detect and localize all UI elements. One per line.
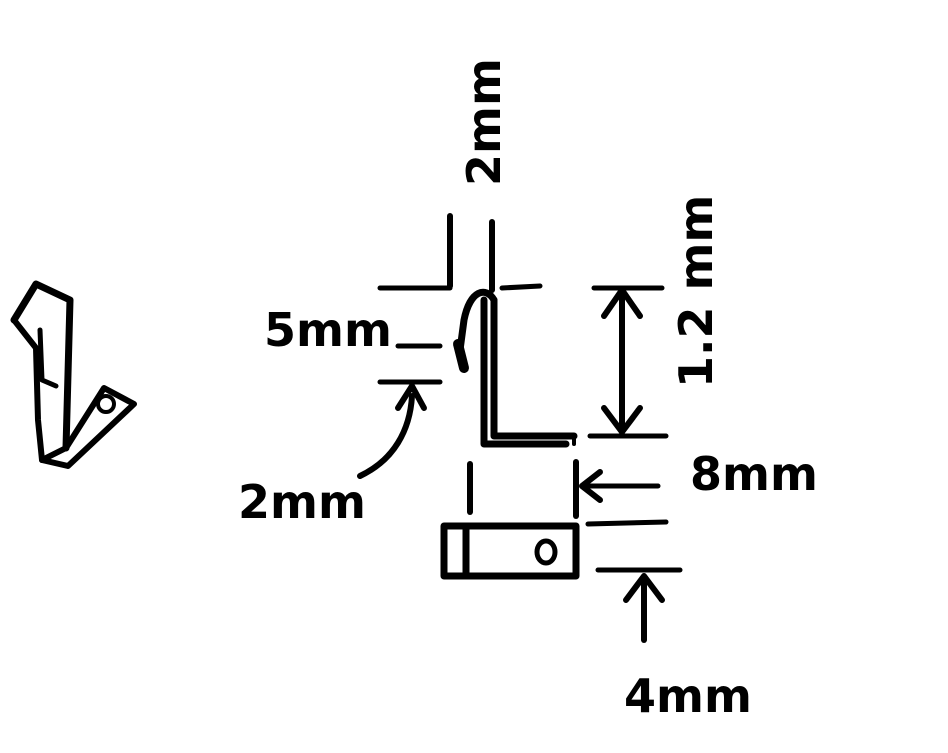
height-dimension — [587, 285, 669, 439]
bottom-plate — [440, 522, 580, 580]
hook-gap-leader — [357, 383, 427, 479]
hook-gap-label: 2mm — [238, 475, 366, 529]
top-thickness-extension-lines — [377, 213, 543, 293]
perspective-hole-icon — [96, 394, 116, 414]
bottom-width-dimension — [585, 519, 683, 643]
hook-length-dimension — [377, 343, 443, 385]
top-thickness-label: 2mm — [457, 58, 511, 186]
height-label: 1.2 mm — [669, 195, 723, 388]
base-length-label: 8mm — [690, 447, 818, 501]
hook-length-label: 5mm — [264, 303, 392, 357]
hole-icon — [534, 538, 558, 566]
perspective-sketch — [10, 280, 137, 469]
base-length-dimension — [467, 459, 661, 519]
bottom-width-label: 4mm — [624, 669, 752, 723]
front-view-profile — [453, 288, 578, 448]
bottom-view — [440, 522, 580, 580]
